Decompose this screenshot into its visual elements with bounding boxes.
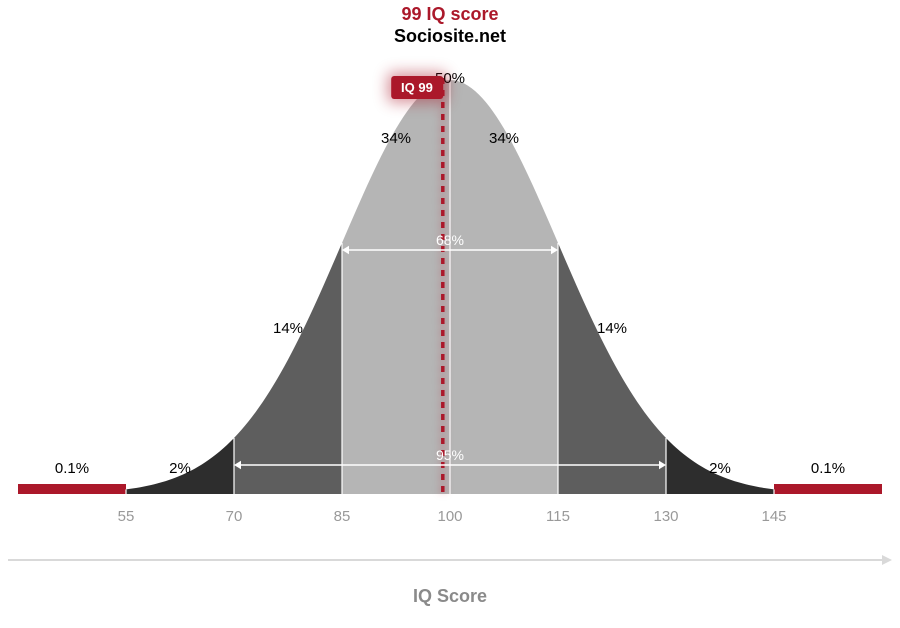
- x-tick-label: 70: [226, 508, 243, 525]
- range-pct-label: 68%: [436, 232, 464, 248]
- x-tick-label: 145: [761, 508, 786, 525]
- x-tick-label: 115: [546, 508, 570, 525]
- segment-pct-label: 14%: [273, 320, 303, 337]
- curve-segment: [558, 243, 666, 494]
- range-pct-label: 95%: [436, 447, 464, 463]
- iq-bell-curve-page: 99 IQ score Sociosite.net 68%95%55708510…: [0, 0, 900, 628]
- x-tick-label: 130: [653, 508, 678, 525]
- curve-segment: [774, 484, 882, 494]
- segment-pct-label: 0.1%: [811, 460, 845, 477]
- segment-pct-label: 14%: [597, 320, 627, 337]
- curve-segment: [234, 243, 342, 494]
- x-axis-title: IQ Score: [413, 586, 487, 607]
- segment-pct-label: 2%: [169, 460, 191, 477]
- x-tick-label: 55: [118, 508, 135, 525]
- segment-pct-label: 2%: [709, 460, 731, 477]
- bell-curve-chart: [0, 0, 900, 628]
- x-tick-label: 85: [334, 508, 351, 525]
- segment-pct-label: 34%: [489, 130, 519, 147]
- x-axis-arrowhead: [882, 555, 892, 565]
- x-tick-label: 100: [437, 508, 462, 525]
- curve-segment: [18, 484, 126, 494]
- segment-pct-label: 0.1%: [55, 460, 89, 477]
- segment-pct-label: 34%: [381, 130, 411, 147]
- iq-badge: IQ 99: [391, 76, 443, 99]
